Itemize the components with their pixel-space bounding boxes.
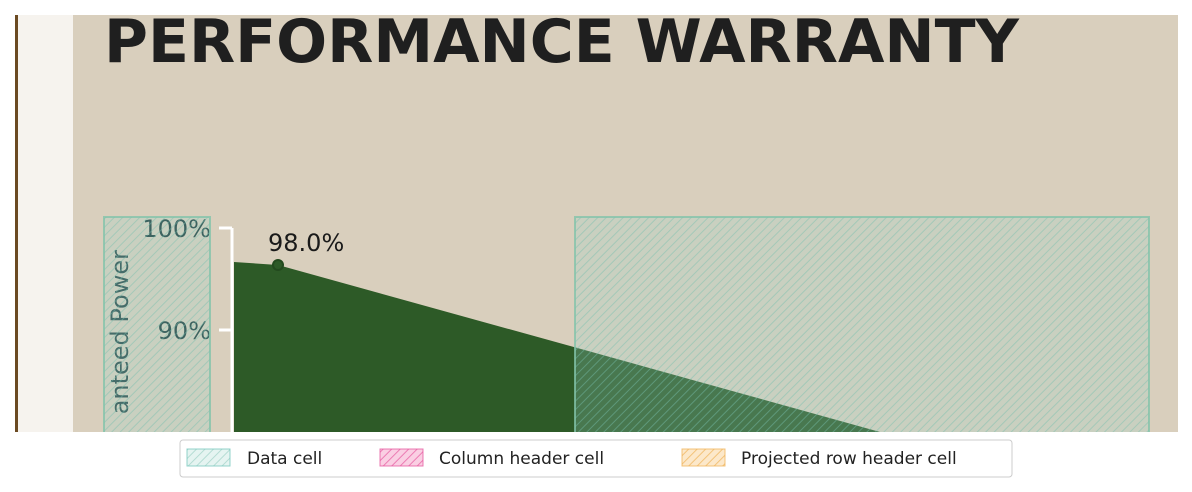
legend-label: Column header cell	[439, 449, 604, 469]
image: PERFORMANCE WARRANTY 100% 90% 98.0% ante…	[15, 7, 1178, 432]
data-cell-box	[103, 216, 211, 432]
point	[272, 259, 284, 271]
title: PERFORMANCE WARRANTY	[104, 7, 1021, 77]
edge	[15, 15, 18, 432]
legend-swatch	[681, 448, 726, 467]
legend: Data cell Column header cell Projected r…	[179, 439, 1013, 478]
legend-label: Projected row header cell	[741, 449, 957, 469]
left-strip	[15, 15, 73, 432]
data-cell-box	[574, 216, 1150, 432]
legend-label: Data cell	[247, 449, 322, 469]
legend-swatch	[379, 448, 424, 467]
legend-swatch	[186, 448, 231, 467]
point-label: 98.0%	[268, 229, 344, 257]
